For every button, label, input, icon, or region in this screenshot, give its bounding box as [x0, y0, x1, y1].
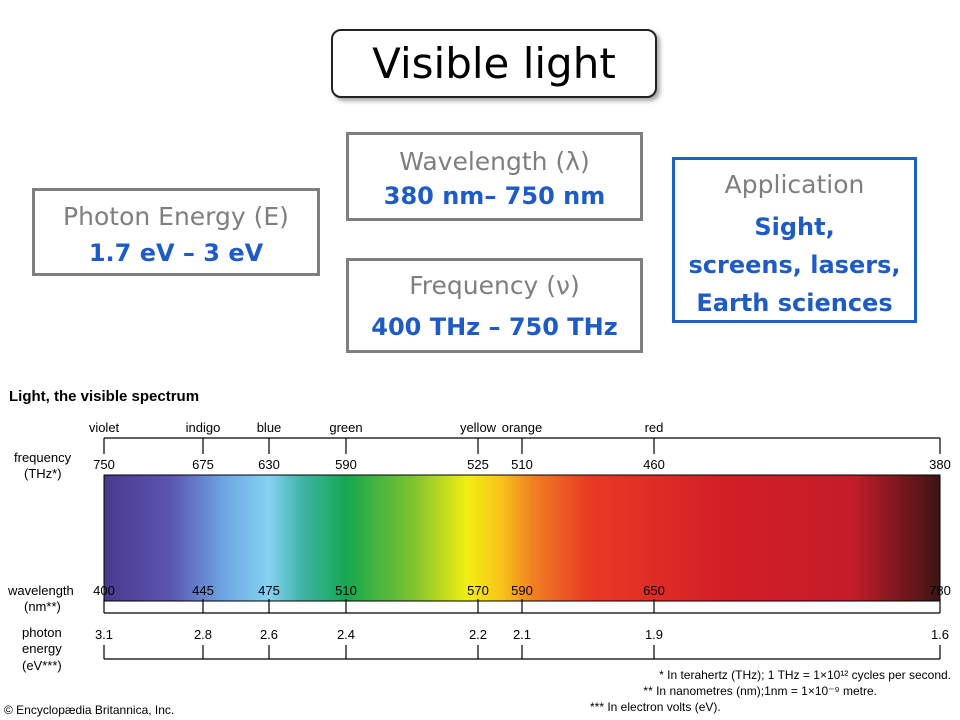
frequency-tick-label: 460	[643, 457, 665, 472]
energy-tick-label: 2.6	[260, 627, 278, 642]
photon-energy-value: 1.7 eV – 3 eV	[88, 239, 264, 267]
energy-row-unit: (eV***)	[22, 658, 62, 673]
energy-tick-label: 2.2	[469, 627, 487, 642]
wavelength-label: Wavelength (λ)	[399, 147, 590, 176]
wavelength-tick-label: 780	[929, 583, 951, 598]
wavelength-tick-label: 650	[643, 583, 665, 598]
color-names: violet indigo blue green yellow orange red	[89, 420, 664, 435]
frequency-tick-label: 590	[335, 457, 357, 472]
frequency-value: 400 THz – 750 THz	[371, 313, 618, 341]
wavelength-ticks: 400 445 475 510 570 590 650 780	[93, 583, 951, 613]
spectrum-figure: Light, the visible spectrum violet indigo…	[4, 388, 951, 717]
note-energy: *** In electron volts (eV).	[590, 700, 721, 714]
wavelength-tick-label: 510	[335, 583, 357, 598]
frequency-tick-label: 750	[93, 457, 115, 472]
frequency-tick-label: 675	[192, 457, 214, 472]
credit: © Encyclopædia Britannica, Inc.	[4, 703, 174, 717]
frequency-tick-label: 525	[467, 457, 489, 472]
energy-tick-label: 1.6	[931, 627, 949, 642]
frequency-row-unit: (THz*)	[24, 466, 62, 481]
application-value: Sight, screens, lasers, Earth sciences	[675, 208, 914, 322]
wavelength-tick-label: 590	[511, 583, 533, 598]
energy-row-label: energy	[22, 641, 62, 656]
note-frequency: * In terahertz (THz); 1 THz = 1×10¹² cyc…	[659, 668, 951, 682]
wavelength-tick-label: 445	[192, 583, 214, 598]
application-box: Application Sight, screens, lasers, Eart…	[672, 157, 917, 323]
color-name-yellow: yellow	[460, 420, 497, 435]
wavelength-tick-label: 400	[93, 583, 115, 598]
figure-title: Light, the visible spectrum	[9, 388, 199, 405]
frequency-row-label: frequency	[14, 450, 72, 465]
frequency-tick-label: 380	[929, 457, 951, 472]
wavelength-row-unit: (nm**)	[24, 599, 61, 614]
energy-tick-label: 1.9	[645, 627, 663, 642]
color-name-orange: orange	[502, 420, 542, 435]
photon-energy-box: Photon Energy (E) 1.7 eV – 3 eV	[32, 188, 320, 276]
color-name-violet: violet	[89, 420, 120, 435]
wavelength-tick-label: 475	[258, 583, 280, 598]
wavelength-tick-label: 570	[467, 583, 489, 598]
application-label: Application	[724, 170, 865, 199]
spectrum-bar	[103, 474, 941, 602]
frequency-box: Frequency (ν) 400 THz – 750 THz	[346, 258, 643, 353]
energy-tick-label: 2.1	[513, 627, 531, 642]
energy-row-label: photon	[22, 625, 62, 640]
color-name-indigo: indigo	[186, 420, 221, 435]
wavelength-value: 380 nm– 750 nm	[383, 182, 606, 210]
wavelength-box: Wavelength (λ) 380 nm– 750 nm	[346, 132, 643, 221]
color-name-green: green	[329, 420, 362, 435]
energy-ticks: 3.1 2.8 2.6 2.4 2.2 2.1 1.9 1.6	[95, 627, 949, 659]
energy-tick-label: 2.4	[337, 627, 355, 642]
wavelength-row-label: wavelength	[7, 583, 74, 598]
frequency-tick-label: 510	[511, 457, 533, 472]
application-line: screens, lasers,	[688, 251, 901, 279]
energy-tick-label: 3.1	[95, 627, 113, 642]
frequency-label: Frequency (ν)	[409, 271, 580, 300]
application-line: Earth sciences	[696, 289, 893, 317]
title-box: Visible light	[331, 29, 657, 98]
frequency-tick-label: 630	[258, 457, 280, 472]
color-name-red: red	[645, 420, 664, 435]
energy-tick-label: 2.8	[194, 627, 212, 642]
application-line: Sight,	[754, 213, 835, 241]
photon-energy-label: Photon Energy (E)	[63, 202, 289, 231]
note-wavelength: ** In nanometres (nm);1nm = 1×10⁻⁹ metre…	[643, 684, 877, 698]
page-title: Visible light	[372, 39, 616, 88]
frequency-ticks: 750 675 630 590 525 510 460 380	[93, 438, 951, 472]
color-name-blue: blue	[257, 420, 282, 435]
